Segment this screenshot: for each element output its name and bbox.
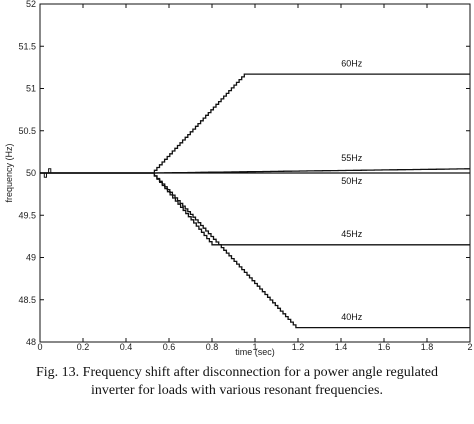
y-tick-label: 48 (26, 337, 36, 347)
x-tick-label: 1.4 (335, 342, 348, 352)
x-axis: 0 0.2 0.4 0.6 0.8 1 1.2 1.4 1.6 1.8 2 (37, 4, 473, 352)
x-axis-label: time (sec) (235, 347, 275, 357)
x-tick-label: 0.8 (206, 342, 219, 352)
x-tick-label: 1.2 (292, 342, 305, 352)
x-tick-label: 0.4 (120, 342, 133, 352)
startup-transient (42, 168, 52, 178)
series-label-50Hz: 50Hz (341, 176, 363, 186)
y-axis-label: frequency (Hz) (4, 143, 14, 202)
series-lines (40, 73, 470, 329)
x-tick-label: 0.2 (77, 342, 90, 352)
y-tick-label: 51 (26, 84, 36, 94)
series-label-40Hz: 40Hz (341, 312, 363, 322)
frequency-chart: 0 0.2 0.4 0.6 0.8 1 1.2 1.4 1.6 1.8 2 48 48.5 49 49.5… (4, 0, 473, 357)
series-label-60Hz: 60Hz (341, 59, 363, 69)
x-tick-label: 0 (37, 342, 42, 352)
series-line-55Hz (40, 168, 470, 174)
x-tick-label: 1.8 (421, 342, 434, 352)
y-axis: 48 48.5 49 49.5 50 50.5 51 51.5 52 (18, 0, 470, 347)
y-tick-label: 49 (26, 253, 36, 263)
caption-line-1: Fig. 13. Frequency shift after disconnec… (36, 365, 438, 380)
y-tick-label: 50.5 (18, 126, 36, 136)
x-tick-label: 1 (252, 342, 257, 352)
series-label-55Hz: 55Hz (341, 153, 363, 163)
y-tick-label: 50 (26, 168, 36, 178)
y-tick-label: 51.5 (18, 41, 36, 51)
series-label-45Hz: 45Hz (341, 229, 363, 239)
y-tick-label: 52 (26, 0, 36, 9)
y-tick-label: 49.5 (18, 210, 36, 220)
caption-line-2: inverter for loads with various resonant… (91, 383, 383, 398)
figure-caption: Fig. 13. Frequency shift after disconnec… (0, 364, 474, 400)
x-tick-label: 2 (467, 342, 472, 352)
y-tick-label: 48.5 (18, 295, 36, 305)
series-line-60Hz (40, 73, 470, 174)
series-labels: 60Hz 55Hz 50Hz 45Hz 40Hz (341, 59, 363, 323)
x-tick-label: 0.6 (163, 342, 176, 352)
series-line-45Hz (40, 172, 470, 246)
x-tick-label: 1.6 (378, 342, 391, 352)
series-line-40Hz (40, 172, 470, 329)
